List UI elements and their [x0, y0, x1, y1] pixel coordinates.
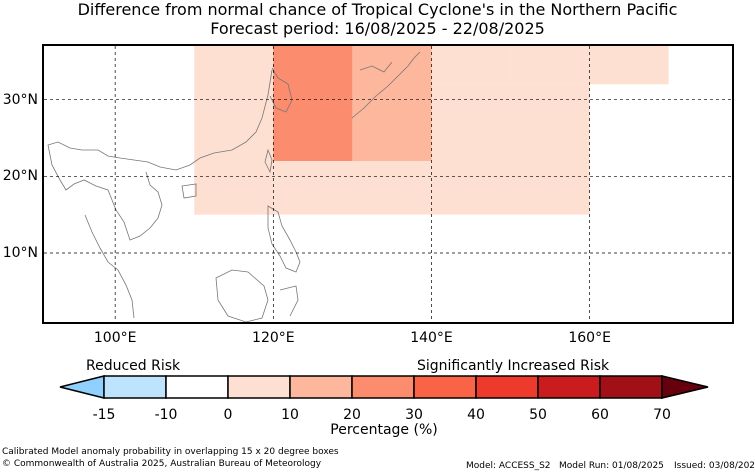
anomaly-cell	[194, 46, 274, 161]
anomaly-cell	[194, 161, 274, 215]
legend-swatch	[165, 375, 229, 399]
anomaly-cell	[115, 46, 195, 215]
anomaly-cell	[273, 268, 432, 322]
footer-note: Calibrated Model anomaly probability in …	[2, 447, 339, 457]
lat-tick-label: 20°N	[2, 168, 38, 185]
legend-left-label: Reduced Risk	[86, 358, 181, 374]
anomaly-cells	[44, 46, 732, 322]
anomaly-cell	[273, 46, 353, 161]
legend-swatch	[413, 375, 477, 399]
lat-tick-label: 10°N	[2, 245, 38, 261]
lat-tick-label: 30°N	[2, 91, 38, 108]
legend-tick-label: 60	[591, 407, 609, 423]
legend-over-triangle	[661, 375, 709, 399]
chart-title-line2: Forecast period: 16/08/2025 - 22/08/2025	[210, 19, 545, 38]
legend-swatch	[289, 375, 353, 399]
chart-title-line1: Difference from normal chance of Tropica…	[77, 0, 678, 19]
graticule	[44, 46, 732, 322]
legend-tick-label: 30	[405, 407, 423, 423]
legend-tick-label: 20	[343, 407, 361, 423]
legend-swatch	[537, 375, 601, 399]
coastline-philippines	[267, 205, 301, 273]
legend-tick-label: -15	[92, 407, 116, 423]
coastline-japan	[351, 51, 421, 119]
anomaly-cell	[115, 214, 274, 322]
anomaly-cell	[431, 214, 590, 322]
legend-swatch	[227, 375, 291, 399]
lon-tick-label: 100°E	[93, 330, 137, 346]
anomaly-cell	[44, 46, 116, 322]
legend-swatch	[351, 375, 415, 399]
coastline-sulawesi	[279, 285, 299, 317]
map-frame	[42, 44, 734, 324]
lon-tick-label: 120°E	[252, 330, 295, 346]
legend-tick-label: 70	[653, 407, 671, 423]
coastline-taiwan	[264, 148, 273, 174]
legend-tick-label: 0	[223, 407, 233, 423]
legend-colorbar	[59, 375, 709, 399]
anomaly-cell	[668, 46, 732, 161]
legend-xlabel: Percentage (%)	[330, 422, 438, 438]
lon-tick-label: 140°E	[410, 330, 453, 346]
footer-model: Model: ACCESS_S2	[466, 461, 551, 471]
coastlines	[47, 51, 421, 323]
anomaly-cell	[589, 84, 669, 322]
lon-tick-label: 160°E	[568, 330, 611, 346]
anomaly-cell	[668, 161, 732, 215]
coastline-hainan	[181, 183, 197, 199]
anomaly-cell	[352, 46, 432, 161]
legend-swatch	[599, 375, 663, 399]
anomaly-cell	[431, 46, 511, 85]
anomaly-cell	[510, 46, 590, 85]
legend-swatch	[475, 375, 539, 399]
footer-model-run: Model Run: 01/08/2025	[559, 461, 664, 471]
footer-issued: Issued: 03/08/2025	[674, 461, 755, 471]
anomaly-cell	[589, 46, 669, 85]
anomaly-cell	[668, 214, 732, 322]
legend-right-label: Significantly Increased Risk	[417, 358, 610, 374]
legend-tick-label: 50	[529, 407, 547, 423]
coastline-mainland	[47, 69, 273, 319]
legend-tick-label: -10	[154, 407, 178, 423]
anomaly-cell	[273, 214, 432, 269]
legend-under-triangle	[59, 375, 105, 399]
anomaly-cell	[431, 84, 590, 215]
legend-swatch	[103, 375, 167, 399]
footer-copyright: © Commonwealth of Australia 2025, Austra…	[2, 459, 322, 469]
legend-tick-label: 10	[281, 407, 299, 423]
coastline-borneo	[215, 269, 269, 323]
anomaly-cell	[273, 161, 432, 215]
legend-tick-label: 40	[467, 407, 485, 423]
